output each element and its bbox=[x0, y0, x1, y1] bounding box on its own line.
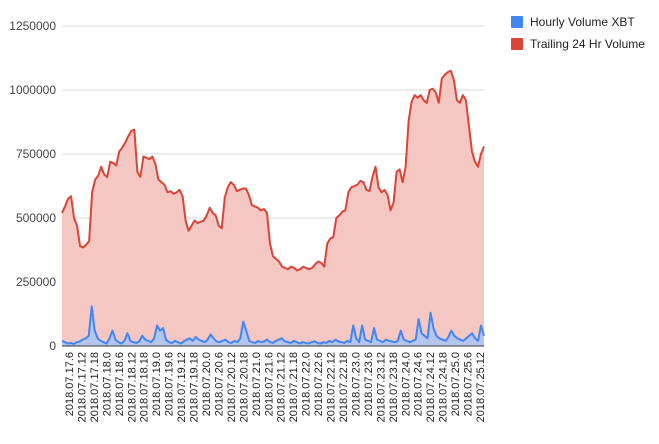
x-tick-label: 2018.07.22.12 bbox=[326, 352, 338, 422]
x-tick-label: 2018.07.20.18 bbox=[238, 352, 250, 422]
x-tick-label: 2018.07.23.6 bbox=[363, 352, 375, 416]
x-tick-label: 2018.07.24.6 bbox=[413, 352, 425, 416]
legend-label-trailing: Trailing 24 Hr Volume bbox=[530, 37, 645, 51]
hourly-volume-area bbox=[62, 306, 484, 346]
x-tick-label: 2018.07.25.0 bbox=[450, 352, 462, 416]
axes: 0 250000 500000 750000 1000000 1250000 2018.07… bbox=[9, 19, 487, 422]
x-tick-label: 2018.07.23.0 bbox=[350, 352, 362, 416]
x-tick-label: 2018.07.24.12 bbox=[425, 352, 437, 422]
x-tick-label: 2018.07.25.12 bbox=[475, 352, 487, 422]
series-layer bbox=[61, 69, 485, 347]
y-tick-label: 250000 bbox=[16, 275, 56, 289]
x-tick-label: 2018.07.21.18 bbox=[288, 352, 300, 422]
x-tick-label: 2018.07.20.6 bbox=[213, 352, 225, 416]
legend-swatch-hourly bbox=[511, 16, 523, 28]
y-tick-label: 750000 bbox=[16, 147, 56, 161]
x-tick-label: 2018.07.18.0 bbox=[101, 352, 113, 416]
y-tick-label: 0 bbox=[49, 339, 56, 353]
x-tick-label: 2018.07.18.6 bbox=[114, 352, 126, 416]
x-tick-label: 2018.07.22.18 bbox=[338, 352, 350, 422]
trailing-volume-line bbox=[61, 69, 485, 272]
x-tick-label: 2018.07.20.0 bbox=[201, 352, 213, 416]
x-tick-label: 2018.07.22.0 bbox=[301, 352, 313, 416]
hourly-volume-line bbox=[61, 305, 485, 345]
trailing-volume-area bbox=[62, 70, 484, 347]
x-tick-label: 2018.07.19.12 bbox=[176, 352, 188, 422]
x-tick-label: 2018.07.23.12 bbox=[375, 352, 387, 422]
x-tick-label: 2018.07.19.6 bbox=[164, 352, 176, 416]
x-tick-label: 2018.07.22.6 bbox=[313, 352, 325, 416]
x-tick-label: 2018.07.17.18 bbox=[89, 352, 101, 422]
x-tick-label: 2018.07.20.12 bbox=[226, 352, 238, 422]
y-tick-label: 1250000 bbox=[9, 19, 56, 33]
y-tick-label: 500000 bbox=[16, 211, 56, 225]
x-tick-label: 2018.07.23.18 bbox=[388, 352, 400, 422]
x-tick-label: 2018.07.24.0 bbox=[400, 352, 412, 416]
x-tick-label: 2018.07.21.6 bbox=[263, 352, 275, 416]
x-tick-label: 2018.07.19.18 bbox=[189, 352, 201, 422]
legend-swatch-trailing bbox=[511, 38, 523, 50]
x-tick-label: 2018.07.18.12 bbox=[126, 352, 138, 422]
x-tick-label: 2018.07.17.6 bbox=[64, 352, 76, 416]
legend-label-hourly: Hourly Volume XBT bbox=[530, 15, 635, 29]
x-tick-label: 2018.07.19.0 bbox=[151, 352, 163, 416]
x-tick-label: 2018.07.21.0 bbox=[251, 352, 263, 416]
x-tick-label: 2018.07.18.18 bbox=[139, 352, 151, 422]
x-tick-label: 2018.07.21.12 bbox=[276, 352, 288, 422]
legend: Hourly Volume XBT Trailing 24 Hr Volume bbox=[511, 15, 645, 51]
x-tick-label: 2018.07.24.18 bbox=[438, 352, 450, 422]
x-tick-label: 2018.07.25.6 bbox=[463, 352, 475, 416]
x-tick-label: 2018.07.17.12 bbox=[76, 352, 88, 422]
y-tick-label: 1000000 bbox=[9, 83, 56, 97]
